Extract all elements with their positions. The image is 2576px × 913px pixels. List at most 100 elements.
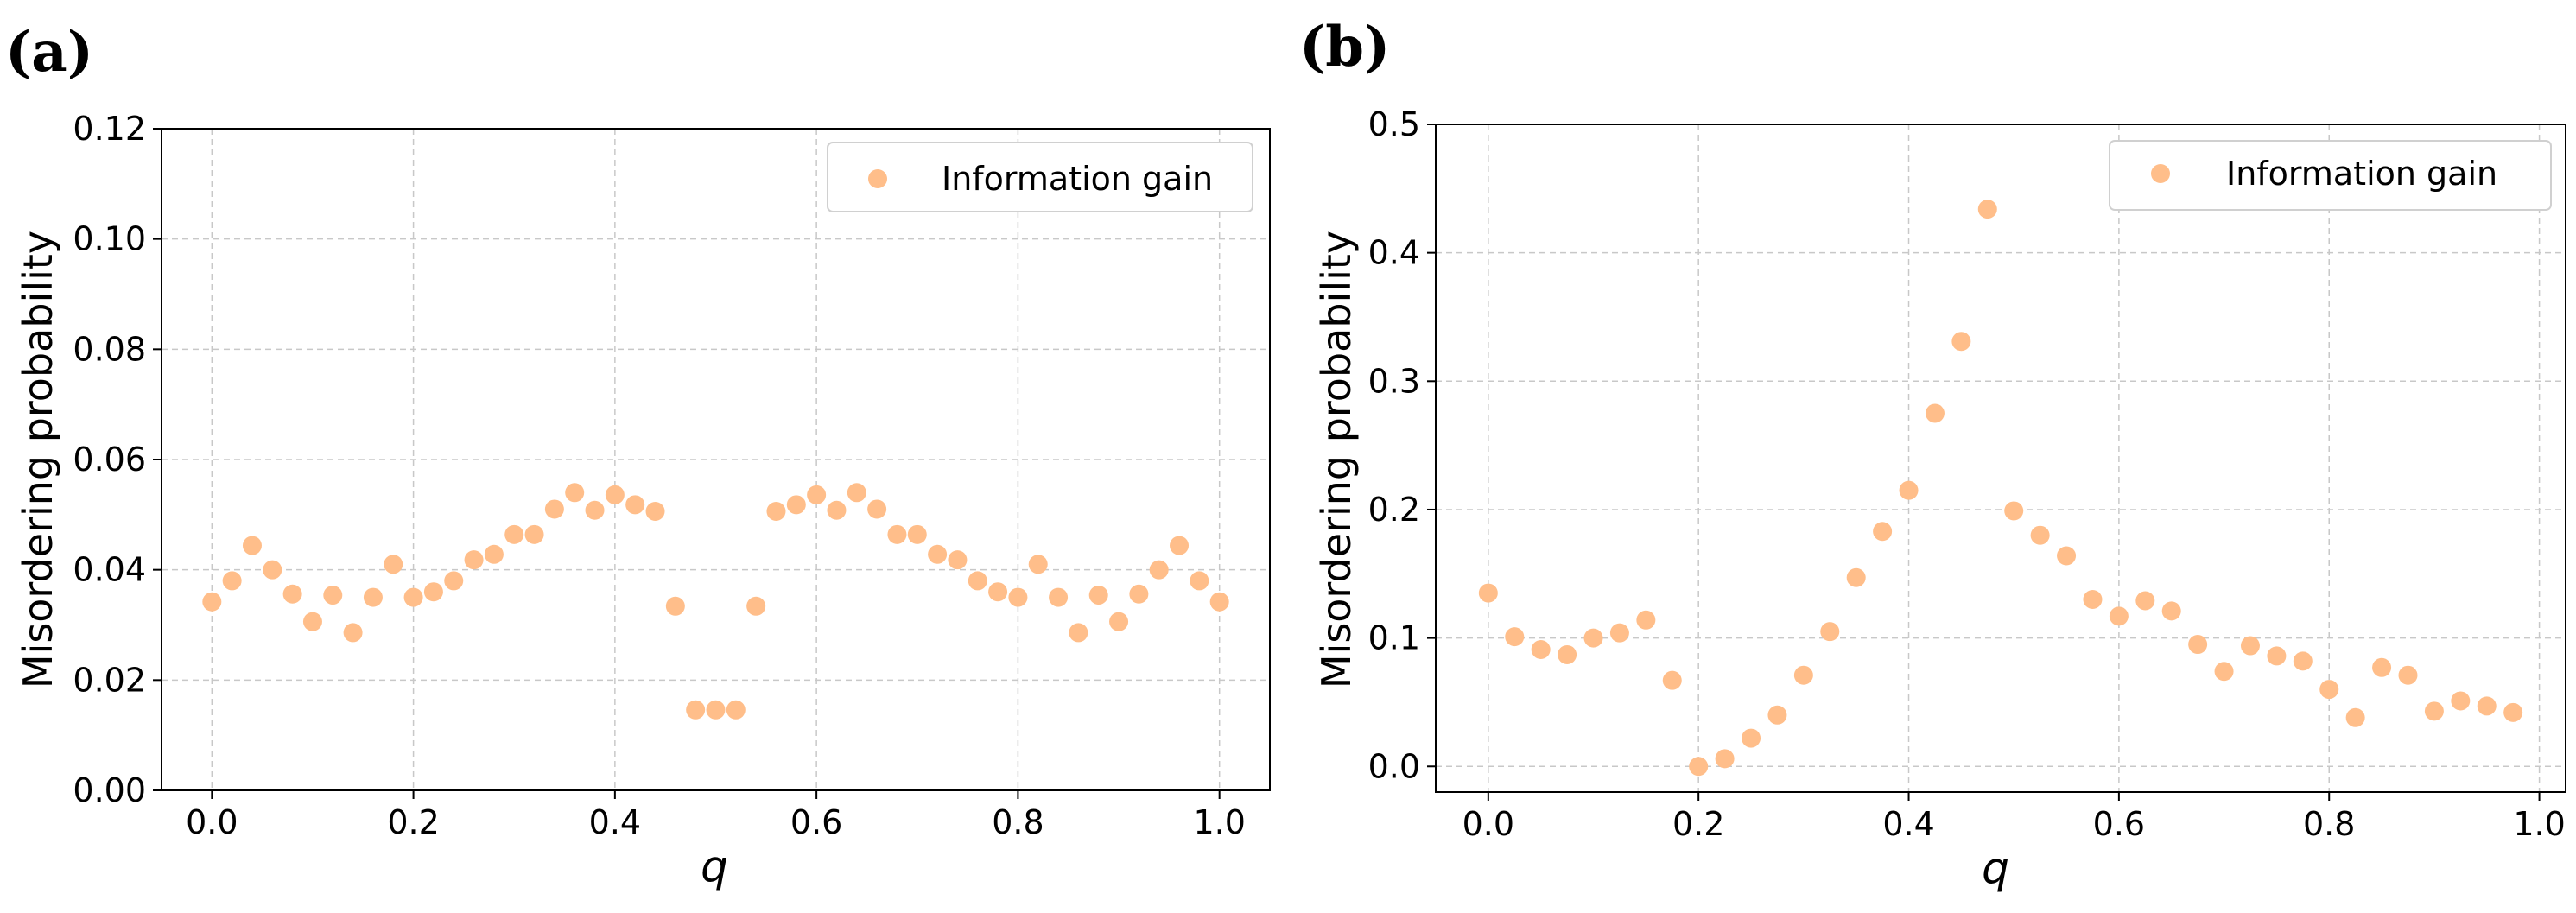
data-point <box>384 555 403 574</box>
data-point <box>1028 555 1048 574</box>
data-point <box>2319 680 2339 700</box>
y-tick-label: 0.06 <box>73 441 146 479</box>
x-tick-label: 1.0 <box>1193 803 1245 841</box>
data-point <box>2293 651 2313 671</box>
x-axis-title-b: q <box>1982 843 2009 893</box>
y-tick-label: 0.0 <box>1368 747 1420 785</box>
data-point <box>242 536 262 555</box>
data-point <box>1846 567 1866 587</box>
panel-b: (b) 0.0 0.2 0.4 0.6 0.8 1.0 0.0 0.1 0.2 0.3 0.4 0.5… <box>1299 15 2566 893</box>
legend-marker-b <box>2151 164 2170 183</box>
ticks-b: 0.0 0.2 0.4 0.6 0.8 1.0 0.0 0.1 0.2 0.3 0.4 0.5 <box>1368 105 2566 843</box>
data-point <box>1209 592 1229 612</box>
y-axis-title-a: Misordering probability <box>15 231 61 688</box>
data-point <box>1008 587 1028 607</box>
x-tick-label: 0.2 <box>1672 805 1724 843</box>
data-point <box>726 700 746 720</box>
data-point <box>403 587 423 607</box>
data-point <box>1049 587 1069 607</box>
x-tick-label: 0.2 <box>387 803 439 841</box>
data-point <box>928 544 948 564</box>
panel-label-a: (a) <box>5 20 93 85</box>
data-point <box>605 485 625 504</box>
x-tick-label: 0.6 <box>2093 805 2145 843</box>
data-point <box>2240 636 2260 656</box>
data-point <box>222 571 242 591</box>
plot-frame-b <box>1435 124 2566 793</box>
y-tick-label: 0.3 <box>1368 362 1420 400</box>
data-point <box>1820 622 1840 642</box>
data-point <box>2161 601 2181 621</box>
data-point <box>1088 586 1108 605</box>
grid-a <box>162 128 1270 791</box>
data-point <box>2030 525 2050 545</box>
legend-b: Information gain <box>2109 140 2552 211</box>
data-point <box>907 524 927 544</box>
data-point <box>343 623 363 643</box>
data-point <box>1636 610 1656 630</box>
y-tick-label: 0.2 <box>1368 491 1420 529</box>
data-point <box>1170 536 1190 555</box>
points-a <box>202 483 1229 720</box>
y-axis-title-b: Misordering probability <box>1313 231 1360 688</box>
x-tick-label: 0.4 <box>589 803 641 841</box>
data-point <box>1129 584 1149 604</box>
x-tick-label: 0.8 <box>992 803 1044 841</box>
data-point <box>807 485 827 504</box>
data-point <box>484 544 504 564</box>
data-point <box>2083 590 2103 610</box>
data-point <box>2477 696 2497 716</box>
data-point <box>1793 665 1813 685</box>
plot-frame-a <box>161 128 1271 791</box>
data-point <box>1873 522 1893 542</box>
legend-box-a <box>827 142 1253 212</box>
data-point <box>202 592 222 612</box>
grid-b <box>1436 124 2566 792</box>
y-tick-label: 0.4 <box>1368 234 1420 272</box>
data-point <box>1609 623 1629 643</box>
data-point <box>948 550 968 570</box>
data-point <box>1109 612 1129 631</box>
data-point <box>847 483 866 503</box>
data-point <box>565 483 585 503</box>
data-point <box>786 495 806 515</box>
data-point <box>988 582 1008 602</box>
data-point <box>504 524 524 544</box>
data-point <box>464 550 484 570</box>
y-tick-label: 0.12 <box>73 110 146 148</box>
panel-a: (a) 0.0 0.2 0.4 0.6 0.8 1.00.000.020.040.060.… <box>5 20 1271 891</box>
data-point <box>1478 583 1498 603</box>
points-b <box>1478 200 2523 777</box>
y-tick-label: 0.02 <box>73 661 146 699</box>
data-point <box>282 584 302 604</box>
x-tick-label: 0.0 <box>1462 805 1514 843</box>
data-point <box>1505 627 1525 647</box>
data-point <box>887 524 907 544</box>
y-tick-label: 0.10 <box>73 220 146 258</box>
data-point <box>1558 644 1577 664</box>
data-point <box>2004 501 2024 521</box>
y-tick-label: 0.08 <box>73 330 146 368</box>
data-point <box>585 500 605 520</box>
legend-label-a: Information gain <box>942 160 1213 198</box>
data-point <box>2398 665 2418 685</box>
data-point <box>706 700 726 720</box>
data-point <box>2345 707 2365 727</box>
x-axis-title-a: q <box>701 841 728 891</box>
legend-box-b <box>2109 140 2552 211</box>
data-point <box>1925 403 1945 423</box>
data-point <box>544 499 564 519</box>
data-point <box>1689 757 1709 777</box>
y-tick-label: 0.5 <box>1368 105 1420 143</box>
x-tick-label: 1.0 <box>2513 805 2565 843</box>
data-point <box>625 495 645 515</box>
data-point <box>2188 635 2208 655</box>
data-point <box>645 502 665 522</box>
data-point <box>1951 332 1971 352</box>
data-point <box>1069 623 1088 643</box>
x-tick-label: 0.0 <box>186 803 238 841</box>
y-tick-label: 0.00 <box>73 771 146 809</box>
data-point <box>2135 591 2155 611</box>
legend-marker-a <box>868 169 887 188</box>
